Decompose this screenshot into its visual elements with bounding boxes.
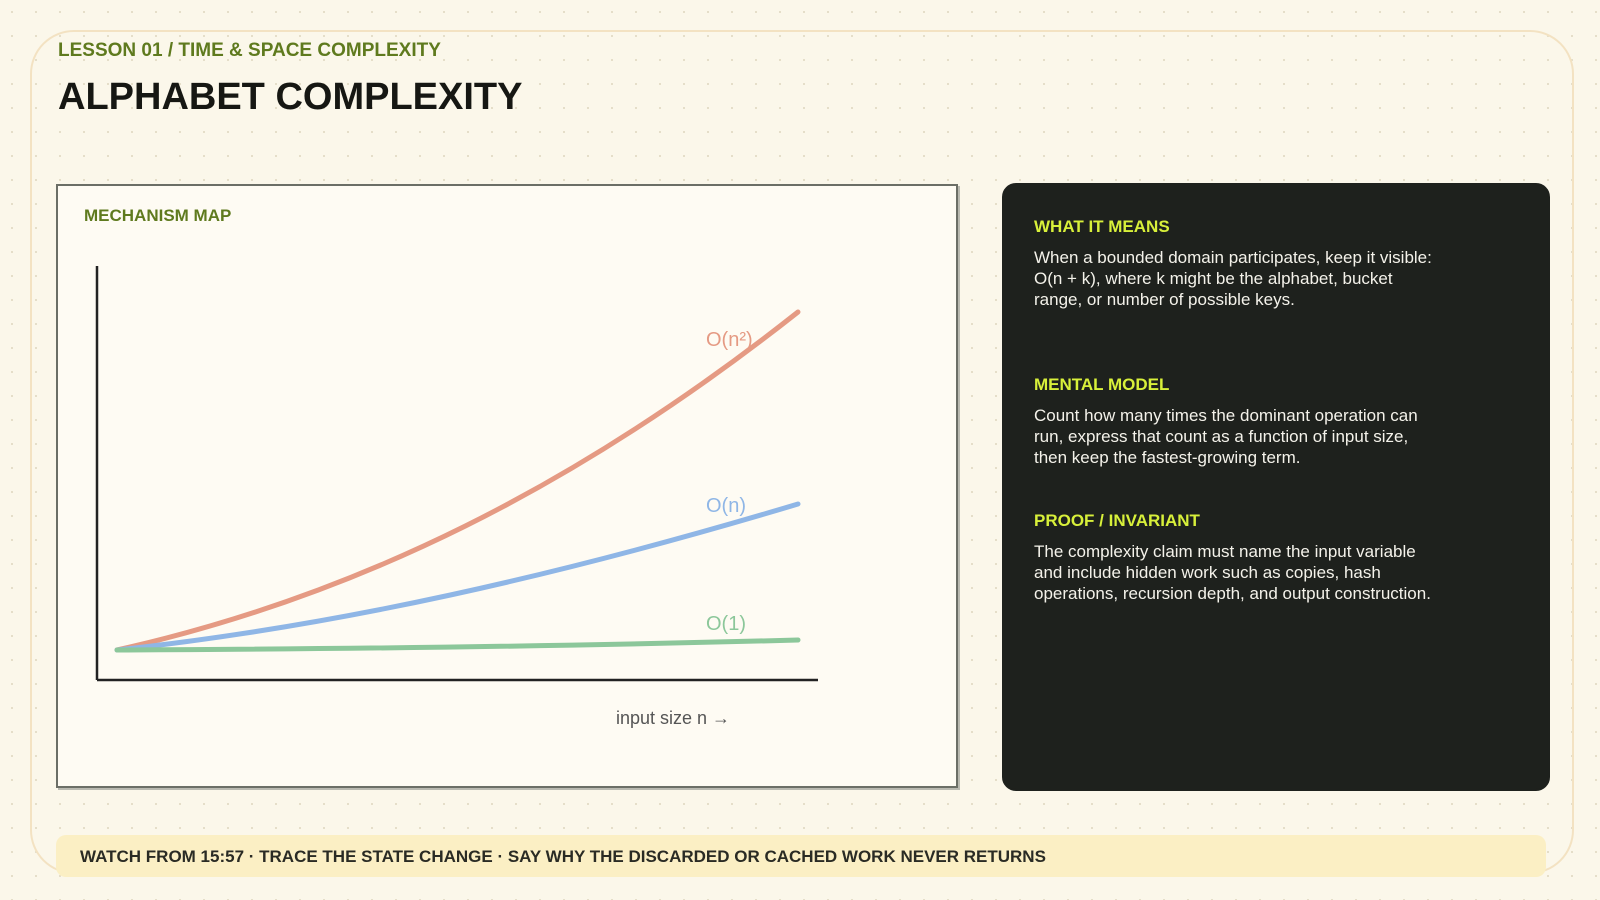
constant-curve [114,637,801,653]
explanation-panel: WHAT IT MEANS When a bounded domain part… [1002,183,1550,791]
growth-chart: O(n²) O(n) O(1) input size n → [95,266,818,728]
section-body: Count how many times the dominant operat… [1034,406,1418,467]
section: WHAT IT MEANS When a bounded domain part… [1034,217,1454,310]
section: MENTAL MODEL Count how many times the do… [1034,375,1454,468]
mechanism-map-card: MECHANISM MAP O(n²) O(n) O(1) input size… [56,184,958,788]
section-heading: WHAT IT MEANS [1034,217,1170,236]
curve-label: O(1) [706,613,746,635]
section-heading: PROOF / INVARIANT [1034,511,1200,530]
footer-banner: WATCH FROM 15:57 · TRACE THE STATE CHANG… [56,835,1546,877]
section-body: When a bounded domain participates, keep… [1034,248,1432,309]
page-title: ALPHABET COMPLEXITY [58,76,523,118]
section-body: The complexity claim must name the input… [1034,542,1431,603]
curve-label: O(n²) [706,329,753,351]
section-heading: MENTAL MODEL [1034,375,1170,394]
x-axis-label: input size n → [616,708,730,728]
linear-curve [114,501,801,653]
quadratic-curve [114,309,801,653]
lesson-eyebrow: LESSON 01 / TIME & SPACE COMPLEXITY [58,40,441,61]
footer-text: WATCH FROM 15:57 · TRACE THE STATE CHANG… [80,847,1046,866]
curve-label: O(n) [706,495,746,517]
card-title: MECHANISM MAP [84,206,232,225]
section: PROOF / INVARIANT The complexity claim m… [1034,511,1454,604]
